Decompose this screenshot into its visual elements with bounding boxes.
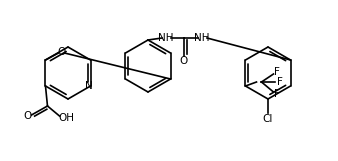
Text: OH: OH xyxy=(58,113,74,123)
Text: O: O xyxy=(23,111,32,121)
Text: F: F xyxy=(276,77,283,87)
Text: O: O xyxy=(57,47,66,57)
Text: Cl: Cl xyxy=(263,114,273,124)
Text: NH: NH xyxy=(194,33,210,43)
Text: F: F xyxy=(273,67,280,77)
Text: NH: NH xyxy=(158,33,174,43)
Text: N: N xyxy=(84,81,92,91)
Text: F: F xyxy=(273,89,280,99)
Text: O: O xyxy=(180,56,188,66)
